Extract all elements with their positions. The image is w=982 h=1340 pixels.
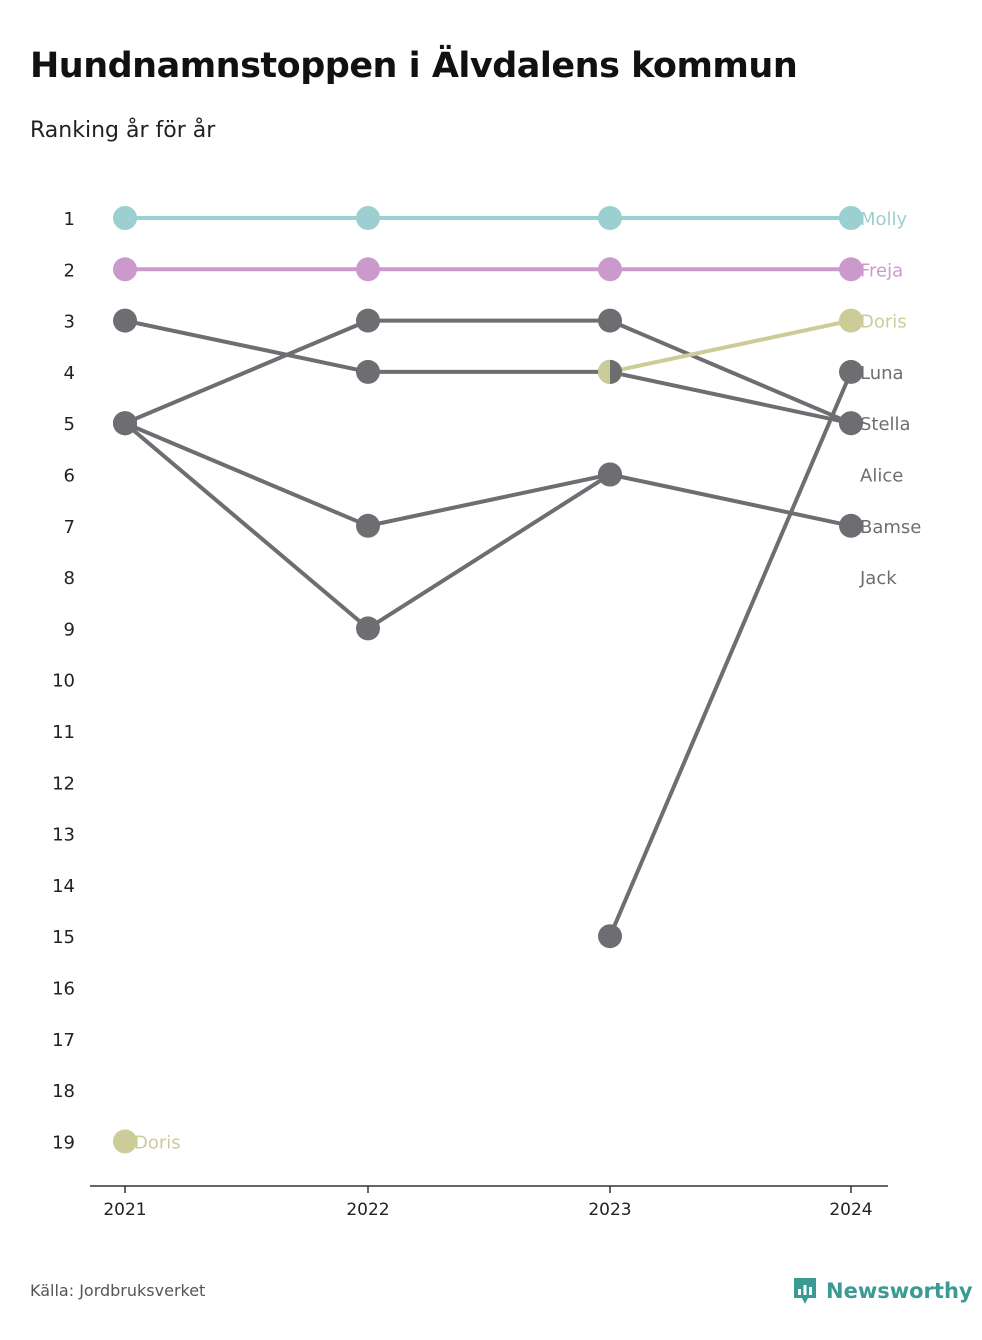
point-freja-2022 — [356, 257, 380, 282]
line-jack-2022-2023 — [366, 472, 612, 631]
y-tick-label-17: 17 — [52, 1030, 75, 1051]
brand-logo[interactable]: Newsworthy — [792, 1276, 973, 1306]
x-axis-ticks: 2021 2022 2023 2024 — [103, 1186, 873, 1220]
y-tick-label-2: 2 — [64, 260, 75, 281]
end-label-molly: Molly — [860, 209, 908, 230]
point-luna-2023 — [598, 924, 622, 949]
x-tick-label-2022: 2022 — [346, 1200, 389, 1220]
end-label-freja: Freja — [860, 260, 903, 281]
y-tick-label-6: 6 — [64, 466, 75, 487]
y-tick-label-11: 11 — [52, 722, 75, 743]
brand-name: Newsworthy — [826, 1279, 973, 1303]
line-doris-2023-2024 — [608, 318, 853, 374]
point-alice-2023 — [598, 308, 622, 333]
end-label-stella: Stella — [860, 414, 911, 435]
x-tick-label-2021: 2021 — [103, 1200, 146, 1220]
newsworthy-logo-icon — [794, 1278, 816, 1304]
end-label-bamse: Bamse — [860, 517, 921, 538]
chart-title: Hundnamnstoppen i Älvdalens kommun — [30, 46, 798, 86]
point-stella-2023-overlap — [610, 359, 622, 384]
x-tick-label-2023: 2023 — [588, 1200, 631, 1220]
line-jack-2021-2022 — [123, 421, 370, 631]
y-tick-label-16: 16 — [52, 979, 75, 1000]
y-tick-label-10: 10 — [52, 671, 75, 692]
point-stella-2021 — [113, 308, 137, 333]
point-alice-2022 — [356, 308, 380, 333]
point-alice-2024 — [839, 411, 863, 436]
y-tick-label-9: 9 — [64, 619, 75, 640]
line-stella-2021-2022 — [123, 318, 370, 374]
end-label-doris: Doris — [860, 312, 907, 333]
point-stella-2022 — [356, 359, 380, 384]
y-tick-label-18: 18 — [52, 1081, 75, 1102]
point-doris-2024 — [839, 308, 863, 333]
series-labels: Molly Freja Doris Luna Stella Alice Bamse Jack D… — [134, 209, 921, 1153]
point-jack-2023 — [598, 462, 622, 487]
point-freja-2023 — [598, 257, 622, 282]
chart-subtitle: Ranking år för år — [30, 118, 216, 143]
series-lines — [123, 216, 853, 939]
y-tick-label-8: 8 — [64, 568, 75, 589]
end-label-luna: Luna — [860, 363, 904, 384]
point-bamse-2022 — [356, 513, 380, 538]
point-molly-2023 — [598, 206, 622, 230]
point-molly-2021 — [113, 206, 137, 230]
point-doris-2021 — [113, 1129, 137, 1154]
line-bamse-2022-2023 — [366, 472, 612, 528]
y-tick-label-13: 13 — [52, 825, 75, 846]
y-tick-label-15: 15 — [52, 927, 75, 948]
point-molly-2024 — [839, 206, 863, 230]
line-luna-2023-2024 — [608, 369, 853, 939]
y-tick-label-4: 4 — [64, 363, 75, 384]
point-jack-2021 — [113, 411, 137, 436]
point-molly-2022 — [356, 206, 380, 230]
y-tick-label-7: 7 — [64, 517, 75, 538]
y-tick-label-12: 12 — [52, 773, 75, 794]
source-note: Källa: Jordbruksverket — [30, 1281, 206, 1300]
point-bamse-2024 — [839, 513, 863, 538]
point-freja-2024 — [839, 257, 863, 282]
point-freja-2021 — [113, 257, 137, 282]
end-label-jack: Jack — [859, 568, 897, 589]
line-bamse-2021-2022 — [123, 421, 370, 528]
series-markers — [113, 206, 863, 1154]
point-jack-2022 — [356, 616, 380, 641]
line-alice-2021-2022 — [123, 318, 370, 426]
y-tick-label-19: 19 — [52, 1132, 75, 1153]
y-tick-label-3: 3 — [64, 312, 75, 333]
end-label-alice: Alice — [860, 466, 903, 487]
point-luna-2024 — [839, 359, 863, 384]
line-stella-2023-2024 — [608, 369, 853, 426]
y-tick-label-1: 1 — [64, 209, 75, 230]
start-label-doris: Doris — [134, 1132, 181, 1153]
line-bamse-2023-2024 — [608, 472, 853, 528]
y-tick-label-14: 14 — [52, 876, 75, 897]
line-alice-2023-2024 — [608, 318, 853, 426]
x-tick-label-2024: 2024 — [829, 1200, 872, 1220]
y-tick-label-5: 5 — [64, 414, 75, 435]
